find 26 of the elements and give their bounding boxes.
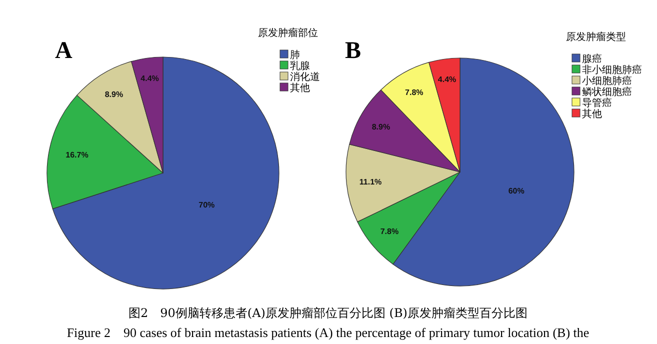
data-label: 8.9% — [104, 90, 124, 100]
data-label: 7.8% — [405, 88, 424, 98]
data-label: 4.4% — [140, 74, 159, 84]
legend-label: 肺 — [290, 49, 300, 61]
data-label: 11.1% — [359, 177, 382, 186]
legend-title: 原发肿瘤部位 — [258, 27, 318, 39]
caption: Figure 2 90 cases of brain metastasis patients (A) the percentage of primary tumor location (B) the — [66, 325, 590, 340]
legend-label: 鳞状细胞癌 — [582, 86, 632, 98]
legend-label: 其他 — [290, 82, 310, 94]
data-label: 70% — [198, 200, 215, 210]
chart-title: A — [55, 38, 73, 64]
legend-label: 非小细胞肺癌 — [582, 64, 642, 76]
caption: 图2 90例脑转移患者(A)原发肿瘤部位百分比图 (B)原发肿瘤类型百分比图 — [128, 306, 528, 320]
legend-label: 消化道 — [290, 71, 320, 83]
legend-label: 小细胞肺癌 — [582, 75, 632, 87]
legend-label: 乳腺 — [290, 60, 310, 72]
data-label: 16.7% — [66, 150, 88, 160]
data-label: 7.8% — [380, 227, 399, 236]
legend-title: 原发肿瘤类型 — [566, 31, 626, 43]
data-label: 8.9% — [372, 122, 390, 132]
data-label: 60% — [508, 186, 524, 196]
data-label: 4.4% — [438, 74, 456, 84]
legend-label: 腺癌 — [582, 53, 602, 65]
chart-title: B — [345, 38, 362, 64]
legend-label: 导管癌 — [582, 97, 612, 109]
legend-label: 其他 — [582, 108, 602, 120]
